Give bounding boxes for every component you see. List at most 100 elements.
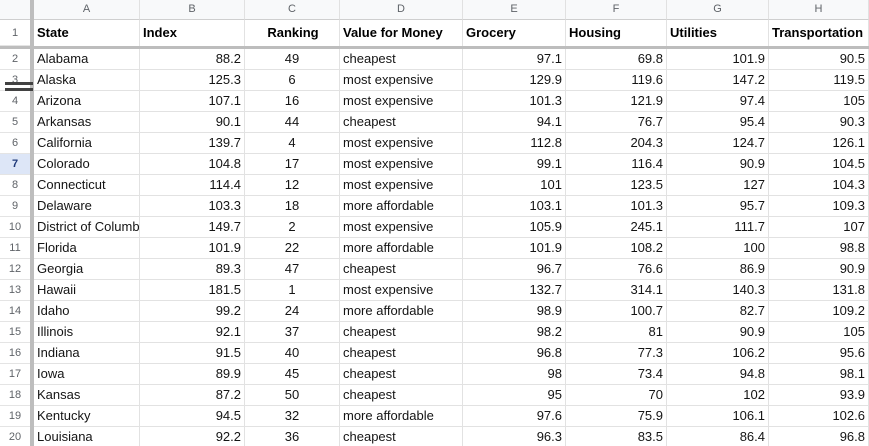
cell-B10[interactable]: 149.7 [140,217,245,238]
frozen-column-divider[interactable] [30,20,34,46]
cell-C10[interactable]: 2 [245,217,340,238]
cell-G17[interactable]: 94.8 [667,364,769,385]
cell-C14[interactable]: 24 [245,301,340,322]
select-all-corner[interactable] [0,0,30,20]
cell-H17[interactable]: 98.1 [769,364,869,385]
cell-C3[interactable]: 6 [245,70,340,91]
frozen-column-divider[interactable] [30,364,34,385]
cell-A11[interactable]: Florida [34,238,140,259]
cell-H20[interactable]: 96.8 [769,427,869,446]
column-header-H[interactable]: H [769,0,869,20]
cell-E17[interactable]: 98 [463,364,566,385]
cell-G12[interactable]: 86.9 [667,259,769,280]
cell-D19[interactable]: more affordable [340,406,463,427]
cell-E18[interactable]: 95 [463,385,566,406]
cell-E13[interactable]: 132.7 [463,280,566,301]
cell-A13[interactable]: Hawaii [34,280,140,301]
cell-A3[interactable]: Alaska [34,70,140,91]
cell-E12[interactable]: 96.7 [463,259,566,280]
frozen-column-divider[interactable] [30,343,34,364]
cell-B5[interactable]: 90.1 [140,112,245,133]
cell-E5[interactable]: 94.1 [463,112,566,133]
cell-F5[interactable]: 76.7 [566,112,667,133]
row-header-11[interactable]: 11 [0,238,30,259]
cell-C18[interactable]: 50 [245,385,340,406]
cell-C15[interactable]: 37 [245,322,340,343]
frozen-column-divider[interactable] [30,0,34,20]
row-resize-handle[interactable] [5,82,33,91]
cell-B16[interactable]: 91.5 [140,343,245,364]
cell-C11[interactable]: 22 [245,238,340,259]
cell-E16[interactable]: 96.8 [463,343,566,364]
cell-A10[interactable]: District of Columbia [34,217,140,238]
cell-D20[interactable]: cheapest [340,427,463,446]
cell-F11[interactable]: 108.2 [566,238,667,259]
frozen-column-divider[interactable] [30,406,34,427]
column-header-C[interactable]: C [245,0,340,20]
cell-E10[interactable]: 105.9 [463,217,566,238]
cell-H2[interactable]: 90.5 [769,49,869,70]
cell-D8[interactable]: most expensive [340,175,463,196]
cell-H5[interactable]: 90.3 [769,112,869,133]
cell-F9[interactable]: 101.3 [566,196,667,217]
cell-F2[interactable]: 69.8 [566,49,667,70]
cell-A2[interactable]: Alabama [34,49,140,70]
cell-F13[interactable]: 314.1 [566,280,667,301]
cell-G20[interactable]: 86.4 [667,427,769,446]
cell-G16[interactable]: 106.2 [667,343,769,364]
frozen-column-divider[interactable] [30,133,34,154]
frozen-column-divider[interactable] [30,91,34,112]
row-header-12[interactable]: 12 [0,259,30,280]
frozen-column-divider[interactable] [30,259,34,280]
cell-F12[interactable]: 76.6 [566,259,667,280]
cell-G3[interactable]: 147.2 [667,70,769,91]
cell-B4[interactable]: 107.1 [140,91,245,112]
frozen-column-divider[interactable] [30,196,34,217]
cell-B19[interactable]: 94.5 [140,406,245,427]
cell-F8[interactable]: 123.5 [566,175,667,196]
cell-G19[interactable]: 106.1 [667,406,769,427]
column-header-G[interactable]: G [667,0,769,20]
cell-A7[interactable]: Colorado [34,154,140,175]
cell-C2[interactable]: 49 [245,49,340,70]
cell-B12[interactable]: 89.3 [140,259,245,280]
cell-H9[interactable]: 109.3 [769,196,869,217]
row-header-18[interactable]: 18 [0,385,30,406]
cell-H13[interactable]: 131.8 [769,280,869,301]
frozen-column-divider[interactable] [30,49,34,70]
cell-G9[interactable]: 95.7 [667,196,769,217]
cell-A15[interactable]: Illinois [34,322,140,343]
cell-G18[interactable]: 102 [667,385,769,406]
row-header-17[interactable]: 17 [0,364,30,385]
cell-H1[interactable]: Transportation [769,20,869,46]
row-header-16[interactable]: 16 [0,343,30,364]
cell-D3[interactable]: most expensive [340,70,463,91]
cell-E4[interactable]: 101.3 [463,91,566,112]
cell-A1[interactable]: State [34,20,140,46]
cell-E15[interactable]: 98.2 [463,322,566,343]
cell-C16[interactable]: 40 [245,343,340,364]
cell-F20[interactable]: 83.5 [566,427,667,446]
cell-D17[interactable]: cheapest [340,364,463,385]
row-header-2[interactable]: 2 [0,49,30,70]
cell-B17[interactable]: 89.9 [140,364,245,385]
frozen-column-divider[interactable] [30,175,34,196]
cell-F15[interactable]: 81 [566,322,667,343]
frozen-column-divider[interactable] [30,427,34,446]
cell-B11[interactable]: 101.9 [140,238,245,259]
cell-H16[interactable]: 95.6 [769,343,869,364]
cell-H6[interactable]: 126.1 [769,133,869,154]
cell-B1[interactable]: Index [140,20,245,46]
cell-D12[interactable]: cheapest [340,259,463,280]
cell-E8[interactable]: 101 [463,175,566,196]
row-header-7[interactable]: 7 [0,154,30,175]
cell-D1[interactable]: Value for Money [340,20,463,46]
row-header-9[interactable]: 9 [0,196,30,217]
frozen-column-divider[interactable] [30,154,34,175]
cell-F7[interactable]: 116.4 [566,154,667,175]
cell-G4[interactable]: 97.4 [667,91,769,112]
cell-H3[interactable]: 119.5 [769,70,869,91]
cell-B7[interactable]: 104.8 [140,154,245,175]
cell-D15[interactable]: cheapest [340,322,463,343]
cell-E7[interactable]: 99.1 [463,154,566,175]
